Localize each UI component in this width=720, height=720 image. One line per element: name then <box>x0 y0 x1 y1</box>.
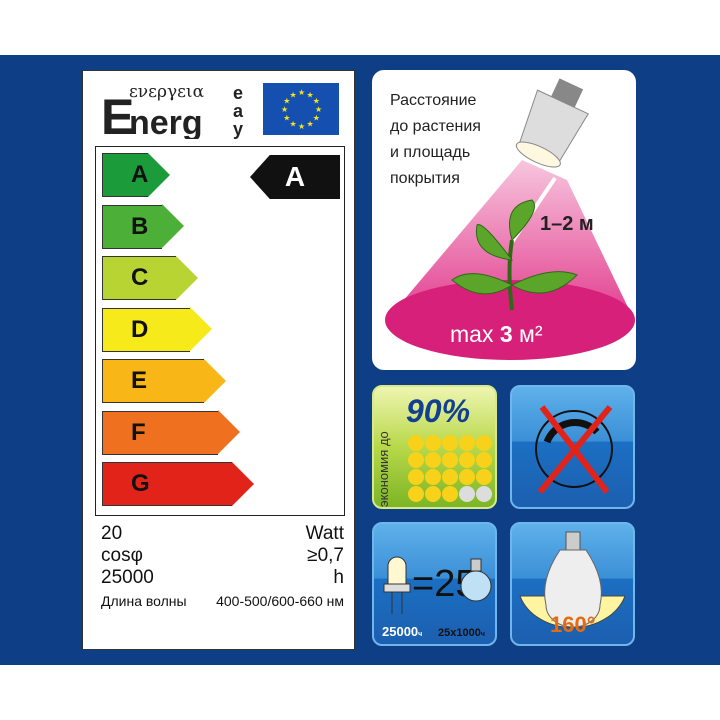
savings-dot <box>459 469 475 485</box>
angle-value: 160° <box>550 612 596 637</box>
star-icon: ★ <box>290 90 297 99</box>
energy-class-f: F <box>102 410 240 455</box>
star-icon: ★ <box>283 114 290 123</box>
svg-text:e: e <box>233 83 243 103</box>
savings-dot <box>459 486 475 502</box>
coverage-area <box>385 280 635 360</box>
led-icon <box>383 556 411 614</box>
svg-text:nerg: nerg <box>129 104 203 139</box>
svg-text:a: a <box>233 101 244 121</box>
savings-dot <box>425 469 441 485</box>
savings-dot <box>408 452 424 468</box>
savings-dot <box>459 452 475 468</box>
lamp-icon <box>515 78 589 168</box>
star-icon: ★ <box>290 120 297 129</box>
spec-power: 20 Watt <box>101 523 344 544</box>
star-icon: ★ <box>283 97 290 106</box>
savings-dot <box>442 469 458 485</box>
spec-cosphi: cosφ ≥0,7 <box>101 545 344 566</box>
bulb-hours: 25x1000ч <box>438 627 485 639</box>
star-icon: ★ <box>281 105 288 114</box>
savings-dot <box>442 435 458 451</box>
savings-dot <box>408 469 424 485</box>
savings-dot <box>408 486 424 502</box>
savings-dot <box>459 435 475 451</box>
spec-lifetime: 25000 h <box>101 567 344 588</box>
spec-wavelength: Длина волны 400-500/600-660 нм <box>101 593 344 609</box>
led-hours: 25000ч <box>382 624 422 639</box>
savings-dot <box>425 435 441 451</box>
energy-logo: E ενεργεια nerg e a y <box>101 82 244 139</box>
distance-card: Расстояние до растения и площадь покрыти… <box>372 70 636 370</box>
savings-dot <box>425 486 441 502</box>
lifetime-tile: =25 25000ч 25x1000ч <box>372 522 497 646</box>
savings-value: 90% <box>406 393 471 429</box>
star-icon: ★ <box>307 120 314 129</box>
savings-dots <box>408 435 493 502</box>
star-icon: ★ <box>313 97 320 106</box>
savings-tile: экономия до 90% <box>372 385 497 509</box>
savings-dot <box>476 469 492 485</box>
beam-angle-tile: 160° <box>510 522 635 646</box>
caption-line: и площадь <box>390 144 470 161</box>
savings-dot <box>476 486 492 502</box>
savings-dot <box>425 452 441 468</box>
energy-class-a: A <box>102 152 170 197</box>
plant-icon <box>451 199 578 311</box>
incandescent-bulb-icon <box>460 558 492 602</box>
eu-flag-icon: ★★★★★★★★★ ★ ★★ <box>263 83 339 135</box>
no-flicker-tile <box>510 385 635 509</box>
star-icon: ★ <box>315 105 322 114</box>
area-value: max 3 м² <box>450 321 543 347</box>
star-icon: ★ <box>298 88 305 97</box>
star-icon: ★ <box>313 114 320 123</box>
svg-text:y: y <box>233 119 243 139</box>
svg-text:E: E <box>101 89 134 139</box>
energy-class-c: C <box>102 255 198 300</box>
energy-class-e: E <box>102 358 226 403</box>
rating-arrow: A <box>250 155 340 199</box>
star-icon: ★ <box>307 90 314 99</box>
star-icon: ★ <box>298 122 305 131</box>
bulb-icon <box>544 531 602 628</box>
energy-class-g: G <box>102 461 254 506</box>
caption-line: Расстояние <box>390 92 477 109</box>
savings-dot <box>476 435 492 451</box>
savings-label: экономия до <box>376 431 391 507</box>
distance-value: 1–2 м <box>540 213 594 235</box>
energy-class-b: B <box>102 204 184 249</box>
savings-dot <box>408 435 424 451</box>
caption-line: покрытия <box>390 170 460 187</box>
savings-dot <box>442 486 458 502</box>
no-flicker-icon <box>535 405 613 494</box>
savings-dot <box>442 452 458 468</box>
caption-line: до растения <box>390 118 481 135</box>
energy-class-d: D <box>102 307 212 352</box>
savings-dot <box>476 452 492 468</box>
svg-text:ενεργεια: ενεργεια <box>129 82 205 102</box>
